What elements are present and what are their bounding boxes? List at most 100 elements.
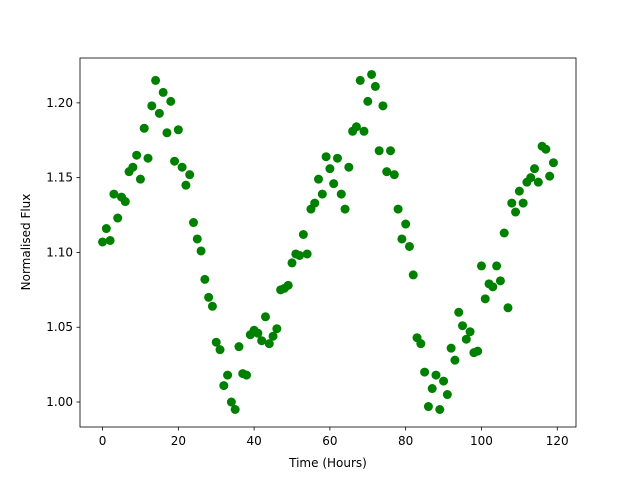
y-tick-label: 1.15	[46, 171, 73, 185]
y-tick-label: 1.10	[46, 245, 73, 259]
data-point	[340, 204, 350, 214]
data-point	[427, 384, 437, 394]
data-point	[530, 164, 540, 174]
data-point	[533, 177, 543, 187]
data-point	[423, 402, 433, 412]
data-point	[264, 339, 274, 349]
data-point	[170, 156, 180, 166]
data-point	[257, 336, 267, 346]
data-point	[188, 218, 198, 228]
data-point	[310, 198, 320, 208]
data-point	[511, 207, 521, 217]
data-point	[196, 246, 206, 256]
data-point	[473, 346, 483, 356]
data-point	[351, 122, 361, 132]
data-point	[162, 128, 172, 138]
data-point	[268, 331, 278, 341]
y-tick-label: 1.05	[46, 320, 73, 334]
data-point	[404, 241, 414, 251]
data-point	[545, 171, 555, 181]
x-tick-label: 40	[246, 434, 261, 448]
data-point	[105, 235, 115, 245]
x-tick-label: 60	[322, 434, 337, 448]
data-point	[211, 337, 221, 347]
data-point	[386, 146, 396, 156]
data-point	[442, 390, 452, 400]
data-point	[120, 197, 130, 207]
data-point	[458, 321, 468, 331]
data-point	[147, 101, 157, 111]
data-point	[329, 179, 339, 189]
data-point	[242, 370, 252, 380]
y-axis-label: Normalised Flux	[19, 194, 33, 291]
data-point	[177, 162, 187, 172]
data-point	[548, 158, 558, 168]
data-point	[450, 355, 460, 365]
data-point	[181, 180, 191, 190]
data-point	[98, 237, 108, 247]
data-point	[382, 167, 392, 177]
data-point	[541, 144, 551, 154]
data-point	[488, 282, 498, 292]
data-point	[234, 342, 244, 352]
data-point	[139, 123, 149, 133]
data-point	[298, 229, 308, 239]
data-point	[109, 189, 119, 199]
data-point	[173, 125, 183, 135]
data-point	[446, 343, 456, 353]
data-point	[314, 174, 324, 184]
data-point	[514, 186, 524, 196]
data-point	[344, 162, 354, 172]
data-point	[226, 397, 236, 407]
data-point	[492, 261, 502, 271]
data-point	[431, 370, 441, 380]
data-point	[397, 234, 407, 244]
y-tick-label: 1.00	[46, 395, 73, 409]
data-point	[192, 234, 202, 244]
data-point	[154, 108, 164, 118]
data-point	[389, 170, 399, 180]
data-point	[370, 81, 380, 91]
data-point	[378, 101, 388, 111]
data-point	[223, 370, 233, 380]
x-tick-label: 80	[398, 434, 413, 448]
data-point	[302, 249, 312, 259]
data-point	[230, 404, 240, 414]
data-point	[465, 327, 475, 337]
data-point	[507, 198, 517, 208]
data-point	[151, 75, 161, 85]
x-tick-label: 100	[470, 434, 493, 448]
data-point	[461, 334, 471, 344]
data-point	[393, 204, 403, 214]
data-point	[420, 367, 430, 377]
x-tick-label: 120	[546, 434, 569, 448]
data-point	[135, 174, 145, 184]
data-point	[204, 292, 214, 302]
data-point	[439, 376, 449, 386]
data-point	[332, 153, 342, 163]
data-point	[526, 173, 536, 183]
data-point	[480, 294, 490, 304]
data-point	[503, 303, 513, 313]
data-point	[374, 146, 384, 156]
data-point	[317, 189, 327, 199]
x-tick-label: 20	[171, 434, 186, 448]
data-point	[101, 224, 111, 234]
y-tick-label: 1.20	[46, 96, 73, 110]
data-point	[321, 152, 331, 162]
data-point	[287, 258, 297, 268]
data-point	[495, 276, 505, 286]
data-point	[518, 198, 528, 208]
data-point	[200, 274, 210, 284]
plot-frame	[79, 57, 577, 428]
data-point	[132, 150, 142, 160]
data-point	[359, 126, 369, 136]
data-point	[325, 164, 335, 174]
data-point	[476, 261, 486, 271]
data-point	[128, 162, 138, 172]
data-point	[166, 96, 176, 106]
data-point	[113, 213, 123, 223]
x-tick-label: 0	[99, 434, 107, 448]
